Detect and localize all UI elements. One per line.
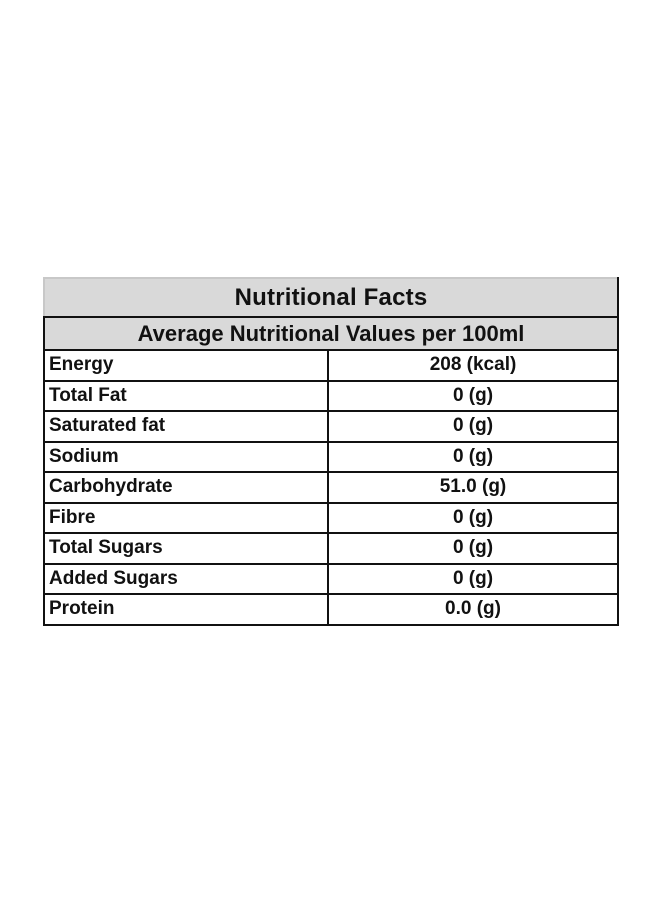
nutrient-label: Saturated fat (43, 410, 329, 443)
table-row: Fibre 0 (g) (43, 501, 620, 534)
nutrient-label: Total Fat (43, 379, 329, 412)
table-row: Total Sugars 0 (g) (43, 532, 620, 565)
nutrient-label: Fibre (43, 501, 329, 534)
table-title: Nutritional Facts (42, 277, 620, 318)
title-row: Nutritional Facts (42, 277, 620, 318)
table-row: Added Sugars 0 (g) (43, 562, 620, 595)
table-row: Total Fat 0 (g) (43, 379, 620, 412)
nutrient-value: 0 (g) (326, 501, 620, 534)
table-row: Sodium 0 (g) (43, 440, 620, 473)
nutrient-value: 0 (g) (326, 562, 620, 595)
nutrient-value: 208 (kcal) (326, 349, 620, 382)
nutrient-label: Added Sugars (43, 562, 329, 595)
nutrient-label: Protein (43, 593, 329, 626)
nutrient-value: 0 (g) (326, 379, 620, 412)
nutrient-label: Sodium (43, 440, 329, 473)
nutrition-facts-table: Nutritional Facts Average Nutritional Va… (42, 277, 620, 626)
table-row: Protein 0.0 (g) (43, 593, 620, 626)
nutrient-label: Carbohydrate (43, 471, 329, 504)
nutrient-value: 0 (g) (326, 410, 620, 443)
subtitle-row: Average Nutritional Values per 100ml (42, 316, 620, 351)
table-row: Carbohydrate 51.0 (g) (43, 471, 620, 504)
nutrient-value: 0 (g) (326, 440, 620, 473)
nutrient-label: Total Sugars (43, 532, 329, 565)
table-row: Saturated fat 0 (g) (43, 410, 620, 443)
nutrient-label: Energy (43, 349, 329, 382)
nutrient-value: 0 (g) (326, 532, 620, 565)
nutrient-value: 0.0 (g) (326, 593, 620, 626)
table-subtitle: Average Nutritional Values per 100ml (42, 316, 620, 351)
table-row: Energy 208 (kcal) (43, 349, 620, 382)
nutrient-value: 51.0 (g) (326, 471, 620, 504)
